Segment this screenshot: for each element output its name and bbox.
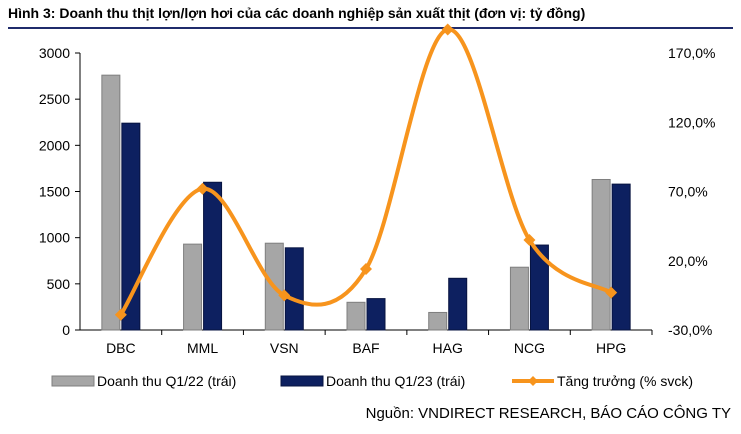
category-label: BAF — [352, 340, 379, 356]
growth-point-vsn — [278, 289, 291, 302]
legend-marker-growth — [528, 376, 538, 386]
category-label: DBC — [106, 340, 136, 356]
growth-point-hag — [441, 23, 454, 36]
left-tick-label: 2500 — [39, 91, 70, 107]
bar-mml-series-1 — [183, 243, 203, 331]
bar-baf-series-2 — [366, 298, 386, 331]
left-tick-label: 1500 — [39, 184, 70, 200]
right-tick-label: 120,0% — [668, 114, 715, 130]
legend-label-q1-22: Doanh thu Q1/22 (trái) — [97, 373, 236, 389]
left-tick-label: 2000 — [39, 137, 70, 153]
right-tick-label: 20,0% — [668, 253, 708, 269]
bar-dbc-series-1 — [101, 74, 121, 331]
chart-title: Hình 3: Doanh thu thịt lợn/lợn hơi của c… — [8, 5, 586, 21]
bar-vsn-series-2 — [284, 247, 304, 331]
legend-swatch-q1-22 — [51, 375, 95, 387]
left-tick-label: 1000 — [39, 230, 70, 246]
growth-point-hpg — [605, 286, 618, 299]
growth-point-dbc — [114, 308, 127, 321]
bar-mml-series-2 — [203, 181, 223, 331]
chart-axes: 0 500 1000 1500 2000 2500 3000 -30,0% 20,0% 70,0%… — [39, 45, 716, 356]
bar-series — [101, 74, 631, 331]
bar-hpg-series-1 — [591, 178, 611, 331]
right-tick-label: -30,0% — [668, 322, 712, 338]
chart-legend: Doanh thu Q1/22 (trái) Doanh thu Q1/23 (t… — [51, 373, 693, 389]
title-divider — [8, 27, 733, 29]
legend-label-growth: Tăng trưởng (% svck) — [557, 373, 693, 389]
bar-ncg-series-2 — [529, 244, 549, 331]
category-label: HPG — [596, 340, 626, 356]
category-label: VSN — [270, 340, 299, 356]
category-label: MML — [187, 340, 218, 356]
legend-swatch-q1-23 — [280, 375, 324, 387]
category-label: NCG — [514, 340, 545, 356]
category-label: HAG — [433, 340, 463, 356]
growth-point-baf — [360, 263, 372, 276]
bar-dbc-series-2 — [121, 122, 141, 331]
growth-point-ncg — [523, 233, 536, 246]
legend-label-q1-23: Doanh thu Q1/23 (trái) — [326, 373, 465, 389]
growth-point-mml — [196, 182, 209, 195]
growth-line-series — [114, 23, 618, 321]
left-tick-label: 3000 — [39, 45, 70, 61]
source-note: Nguồn: VNDIRECT RESEARCH, BÁO CÁO CÔNG T… — [365, 405, 731, 422]
right-tick-label: 70,0% — [668, 184, 708, 200]
left-tick-label: 500 — [47, 276, 71, 292]
bar-ncg-series-1 — [509, 266, 529, 331]
right-tick-label: 170,0% — [668, 45, 715, 61]
bar-baf-series-1 — [346, 301, 366, 331]
bar-hag-series-1 — [428, 311, 448, 331]
bar-hpg-series-2 — [611, 183, 631, 331]
left-tick-label: 0 — [62, 322, 70, 338]
bar-hag-series-2 — [448, 277, 468, 331]
